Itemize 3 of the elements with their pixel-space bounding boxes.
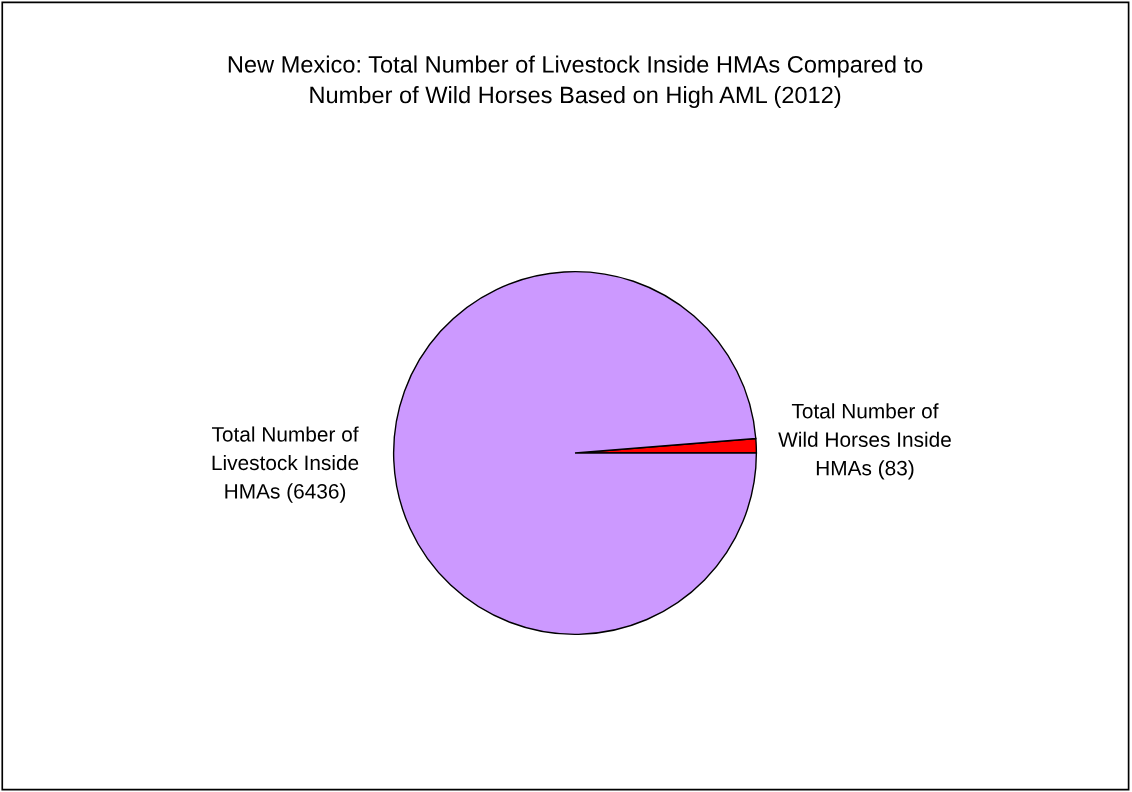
chart-title: New Mexico: Total Number of Livestock Inside HMAs Compared to Number of Wild Horses Based on High AML (2012) [228,55,923,109]
slice-label: Total Number of Wild Horses Inside HMAs (83) [778,403,951,480]
slice-label: Total Number of Livestock Inside HMAs (6436) [211,426,359,503]
